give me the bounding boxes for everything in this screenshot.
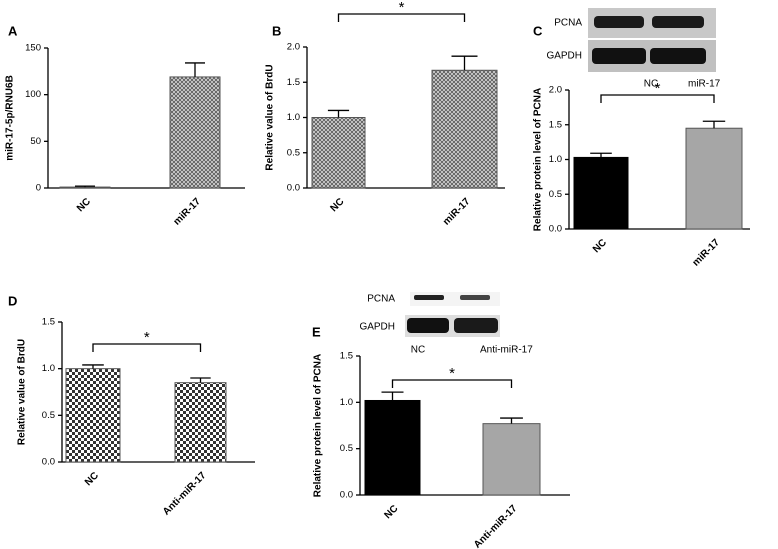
x-tick-label: miR-17 [172, 196, 204, 228]
error-bar [82, 364, 104, 369]
y-tick-label: 150 [25, 43, 41, 54]
significance-label: * [144, 329, 150, 346]
y-tick-label: 0.0 [340, 490, 353, 501]
blot-lane-label: NC [411, 345, 425, 356]
bar [685, 127, 743, 230]
y-tick-label: 1.5 [549, 119, 562, 130]
y-axis-title: Relative value of BrdU [17, 339, 28, 445]
y-tick-label: 1.0 [340, 397, 353, 408]
y-tick-label: 0.5 [287, 147, 300, 158]
y-axis-title: Relative value of BrdU [265, 64, 276, 170]
bar [169, 76, 221, 189]
blot-row-label: GAPDH [359, 322, 395, 333]
error-bar [381, 391, 404, 401]
bar [59, 186, 111, 189]
blot-image-c [588, 8, 716, 72]
y-axis-title: miR-17-5p/RNU6B [5, 75, 16, 161]
y-tick-label: 1.0 [549, 154, 562, 165]
panel-letter: B [272, 23, 281, 38]
significance-bracket [600, 94, 715, 103]
error-bar [500, 417, 523, 424]
y-tick-label: 100 [25, 89, 41, 100]
y-tick-label: 2.0 [287, 42, 300, 53]
panel-letter: C [533, 23, 543, 38]
error-bar [185, 62, 205, 77]
x-tick-label: miR-17 [441, 196, 473, 228]
x-tick-label: NC [591, 237, 609, 255]
panel-letter: E [312, 324, 321, 339]
significance-label: * [399, 0, 405, 16]
blot-lane-label: Anti-miR-17 [480, 345, 533, 356]
y-tick-label: 1.5 [287, 77, 300, 88]
blot-row-label: PCNA [367, 294, 395, 305]
significance-bracket [337, 13, 466, 22]
significance-bracket [92, 343, 202, 352]
y-axis-title: Relative protein level of PCNA [313, 354, 324, 497]
y-tick-label: 2.0 [549, 85, 562, 96]
y-tick-label: 50 [30, 136, 41, 147]
blot-image-e [405, 292, 500, 337]
y-axis-title: Relative protein level of PCNA [533, 88, 544, 231]
x-tick-label: Anti-miR-17 [161, 470, 209, 518]
y-tick-label: 1.0 [42, 363, 55, 374]
panel-letter: D [8, 293, 17, 308]
significance-label: * [655, 80, 661, 97]
bar [482, 423, 541, 496]
blot-lane-label: miR-17 [688, 79, 721, 90]
significance-label: * [449, 365, 455, 382]
bar [364, 399, 421, 496]
error-bar [75, 185, 95, 188]
y-tick-label: 0 [36, 183, 41, 194]
y-tick-label: 1.5 [42, 317, 55, 328]
bar [431, 69, 498, 189]
x-tick-label: NC [382, 503, 400, 521]
error-bar [190, 377, 211, 383]
error-bar [590, 152, 612, 158]
y-tick-label: 0.5 [42, 410, 55, 421]
blot-row-label: PCNA [554, 18, 582, 29]
y-tick-label: 0.0 [42, 457, 55, 468]
panel-letter: A [8, 23, 18, 38]
x-tick-label: NC [75, 196, 93, 214]
x-tick-label: NC [328, 196, 346, 214]
bar [174, 382, 227, 463]
y-tick-label: 1.5 [340, 351, 353, 362]
y-tick-label: 1.0 [287, 112, 300, 123]
blot-row-label: GAPDH [546, 51, 582, 62]
x-tick-label: NC [83, 470, 101, 488]
y-tick-label: 0.5 [549, 189, 562, 200]
y-tick-label: 0.0 [549, 224, 562, 235]
x-tick-label: Anti-miR-17 [472, 503, 520, 549]
blot-lane-label: NC [644, 79, 658, 90]
bar [311, 117, 366, 189]
error-bar [451, 55, 478, 71]
error-bar [327, 109, 350, 118]
error-bar [702, 120, 726, 129]
y-tick-label: 0.5 [340, 443, 353, 454]
significance-bracket [391, 379, 513, 388]
y-tick-label: 0.0 [287, 183, 300, 194]
bar [65, 368, 121, 463]
x-tick-label: miR-17 [691, 237, 723, 269]
bar [573, 156, 629, 230]
